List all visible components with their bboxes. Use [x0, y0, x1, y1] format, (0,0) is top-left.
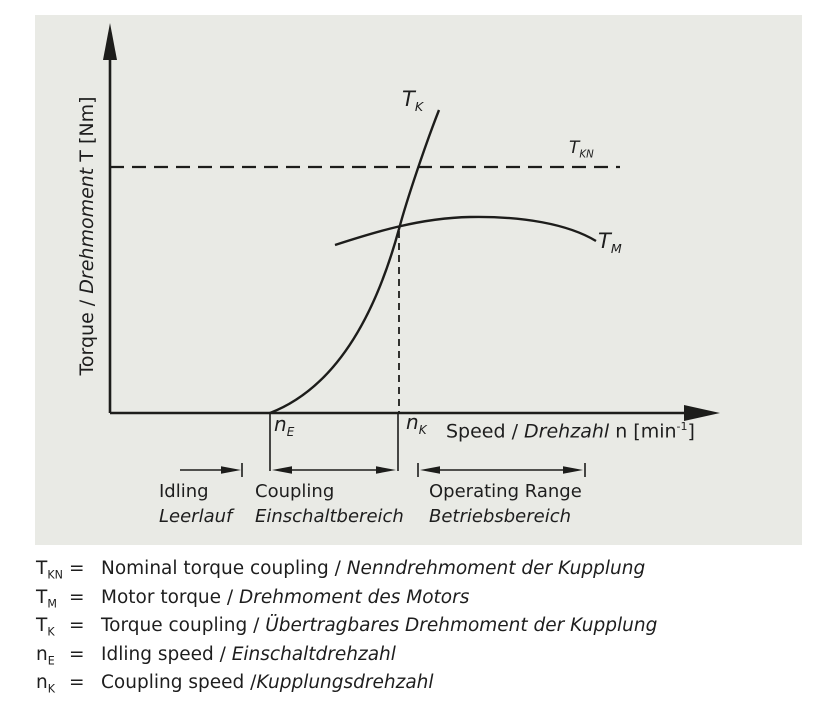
- range-label-operating: Operating Range Betriebsbereich: [429, 479, 582, 529]
- idling-dim-arrow: [221, 466, 241, 474]
- y-axis-label-unit: T [Nm]: [76, 96, 98, 168]
- legend-row-nk: nK = Coupling speed /Kupplungsdrehzahl: [36, 672, 657, 701]
- range-idling-de: Leerlauf: [159, 506, 233, 527]
- x-axis-arrowhead: [684, 405, 720, 421]
- range-coupling-en: Coupling: [255, 481, 335, 502]
- legend-description: Torque coupling / Übertragbares Drehmome…: [101, 615, 658, 636]
- legend-symbol: TK: [36, 615, 55, 639]
- tk-curve-label: TK: [402, 87, 424, 115]
- tm-curve-label: TM: [598, 229, 622, 257]
- x-axis-label-en: Speed /: [446, 420, 525, 443]
- ne-label-main: n: [274, 412, 287, 436]
- tm-label-sub: M: [610, 241, 622, 257]
- nk-label-sub: K: [418, 423, 427, 437]
- operating-dim-arrow-right: [563, 466, 583, 474]
- equals-sign: =: [69, 672, 85, 693]
- tk-label-sub: K: [414, 99, 424, 115]
- coupling-dim-arrow-left: [272, 466, 292, 474]
- legend-symbol: nK: [36, 672, 56, 696]
- tkn-label-main: T: [569, 138, 580, 158]
- ne-label-sub: E: [286, 425, 295, 439]
- tk-curve: [269, 109, 441, 415]
- range-operating-de: Betriebsbereich: [429, 506, 572, 527]
- legend-description: Coupling speed /Kupplungsdrehzahl: [101, 672, 434, 693]
- tk-label-main: T: [402, 87, 415, 111]
- chart-canvas: [103, 23, 720, 477]
- legend-row-tkn: TKN = Nominal torque coupling / Nenndreh…: [36, 558, 657, 587]
- nk-tick-label: nK: [406, 411, 427, 437]
- x-axis-label-de: Drehzahl: [524, 420, 610, 443]
- equals-sign: =: [69, 558, 85, 579]
- legend-symbol: TKN: [36, 558, 63, 582]
- tkn-label-sub: KN: [579, 149, 594, 161]
- y-axis-label-en: Torque /: [76, 293, 98, 376]
- equals-sign: =: [69, 615, 85, 636]
- ne-tick-label: nE: [274, 413, 294, 439]
- legend-row-ne: nE = Idling speed / Einschaltdrehzahl: [36, 644, 657, 673]
- legend-description: Nominal torque coupling / Nenndrehmoment…: [101, 558, 646, 579]
- equals-sign: =: [69, 586, 85, 608]
- tm-label-main: T: [598, 229, 611, 253]
- nk-label-main: n: [406, 410, 419, 434]
- chart-panel: Torque / Drehmoment T [Nm] TK TKN TM nE …: [35, 15, 802, 545]
- legend-description: Motor torque / Drehmoment des Motors: [101, 586, 470, 608]
- range-operating-en: Operating Range: [429, 481, 582, 502]
- range-coupling-de: Einschaltbereich: [255, 506, 404, 527]
- range-label-idling: Idling Leerlauf: [159, 479, 232, 529]
- tkn-level-label: TKN: [569, 139, 594, 161]
- tm-curve: [334, 215, 597, 247]
- y-axis-label: Torque / Drehmoment T [Nm]: [76, 76, 98, 396]
- legend-description: Idling speed / Einschaltdrehzahl: [101, 643, 396, 665]
- symbol-legend: TKN = Nominal torque coupling / Nenndreh…: [36, 558, 657, 701]
- x-axis-unit-post: ]: [687, 420, 695, 443]
- y-axis-label-de: Drehmoment: [76, 167, 98, 294]
- coupling-dim-arrow-right: [376, 466, 396, 474]
- y-axis-arrowhead: [103, 23, 117, 60]
- x-axis-label: Speed / Drehzahl n [min-1]: [446, 420, 695, 443]
- range-idling-en: Idling: [159, 481, 209, 502]
- x-axis-unit-sup: -1: [676, 420, 688, 433]
- legend-symbol: nE: [36, 643, 55, 668]
- operating-dim-arrow-left: [420, 466, 440, 474]
- x-axis-unit-pre: n [min: [609, 420, 677, 443]
- legend-row-tm: TM = Motor torque / Drehmoment des Motor…: [36, 587, 657, 616]
- equals-sign: =: [69, 643, 85, 665]
- legend-row-tk: TK = Torque coupling / Übertragbares Dre…: [36, 615, 657, 644]
- legend-symbol: TM: [36, 586, 57, 611]
- range-label-coupling: Coupling Einschaltbereich: [255, 479, 404, 529]
